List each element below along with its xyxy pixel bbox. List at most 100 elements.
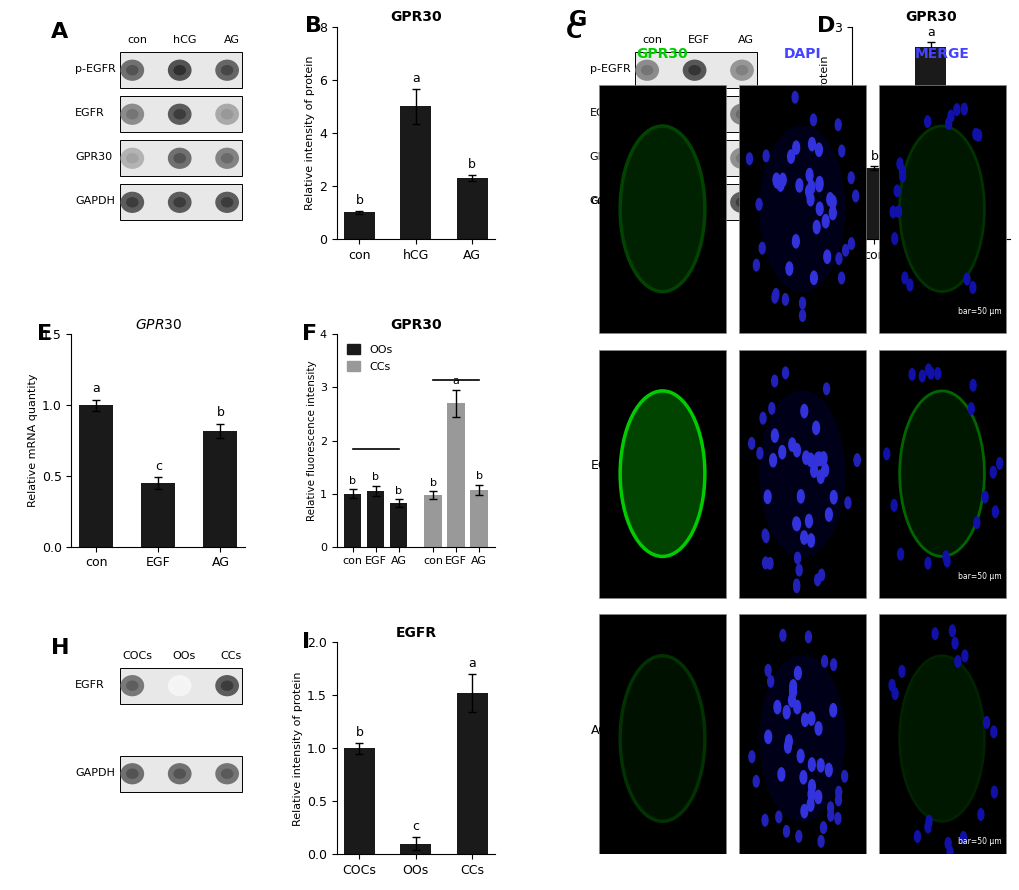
Ellipse shape bbox=[221, 154, 232, 163]
Ellipse shape bbox=[126, 66, 138, 75]
Circle shape bbox=[852, 190, 858, 202]
Circle shape bbox=[764, 665, 770, 676]
Bar bbox=[858, 168, 889, 239]
Circle shape bbox=[981, 491, 987, 503]
Ellipse shape bbox=[168, 61, 191, 80]
Circle shape bbox=[808, 780, 814, 793]
Circle shape bbox=[836, 253, 841, 264]
Bar bbox=[447, 403, 465, 546]
Circle shape bbox=[828, 195, 836, 208]
Circle shape bbox=[989, 726, 996, 738]
Circle shape bbox=[889, 679, 894, 691]
Circle shape bbox=[748, 751, 754, 763]
Bar bbox=[343, 213, 375, 239]
Circle shape bbox=[788, 693, 795, 707]
Circle shape bbox=[752, 775, 758, 787]
Text: bar=50 μm: bar=50 μm bbox=[957, 307, 1001, 316]
Ellipse shape bbox=[688, 154, 699, 163]
Circle shape bbox=[810, 464, 816, 477]
Text: a: a bbox=[468, 657, 476, 670]
Circle shape bbox=[918, 370, 924, 382]
Ellipse shape bbox=[688, 198, 699, 206]
Bar bbox=[971, 150, 1002, 239]
Circle shape bbox=[808, 758, 814, 771]
Circle shape bbox=[899, 166, 905, 177]
Circle shape bbox=[821, 464, 827, 477]
Circle shape bbox=[838, 145, 844, 157]
Circle shape bbox=[762, 557, 767, 569]
Text: b: b bbox=[468, 158, 476, 171]
Circle shape bbox=[908, 368, 914, 380]
Circle shape bbox=[787, 150, 794, 163]
Text: AG: AG bbox=[590, 724, 608, 737]
Circle shape bbox=[914, 830, 919, 842]
Circle shape bbox=[799, 771, 806, 784]
Ellipse shape bbox=[216, 61, 238, 80]
Circle shape bbox=[767, 676, 772, 687]
FancyBboxPatch shape bbox=[598, 614, 726, 862]
Circle shape bbox=[933, 368, 940, 379]
Circle shape bbox=[758, 242, 764, 254]
Circle shape bbox=[763, 490, 770, 504]
Circle shape bbox=[794, 667, 801, 680]
Circle shape bbox=[982, 716, 988, 728]
Circle shape bbox=[945, 837, 950, 849]
Bar bbox=[457, 178, 487, 239]
FancyBboxPatch shape bbox=[120, 668, 242, 704]
Text: b: b bbox=[356, 194, 363, 207]
Circle shape bbox=[805, 514, 811, 528]
Ellipse shape bbox=[126, 769, 138, 778]
Text: GAPDH: GAPDH bbox=[74, 197, 115, 206]
Ellipse shape bbox=[221, 66, 232, 75]
Circle shape bbox=[821, 214, 828, 228]
Circle shape bbox=[835, 787, 841, 798]
Ellipse shape bbox=[736, 109, 747, 118]
Circle shape bbox=[969, 379, 975, 391]
Text: CCs: CCs bbox=[221, 651, 242, 660]
Circle shape bbox=[793, 517, 800, 530]
Bar bbox=[470, 490, 487, 546]
Circle shape bbox=[954, 656, 960, 668]
Circle shape bbox=[899, 170, 905, 182]
Title: GPR30: GPR30 bbox=[389, 10, 441, 24]
Circle shape bbox=[764, 730, 770, 743]
Circle shape bbox=[748, 438, 754, 449]
Circle shape bbox=[807, 712, 814, 725]
Circle shape bbox=[838, 272, 844, 284]
Bar bbox=[914, 46, 946, 239]
Circle shape bbox=[788, 438, 795, 451]
Text: I: I bbox=[302, 632, 310, 651]
Bar bbox=[367, 491, 384, 546]
Circle shape bbox=[792, 235, 799, 248]
Circle shape bbox=[848, 172, 853, 183]
Text: bar=50 μm: bar=50 μm bbox=[957, 572, 1001, 581]
Circle shape bbox=[901, 272, 907, 284]
Circle shape bbox=[944, 555, 949, 567]
Circle shape bbox=[756, 448, 762, 459]
Bar bbox=[457, 693, 487, 854]
FancyBboxPatch shape bbox=[738, 85, 865, 333]
Ellipse shape bbox=[216, 676, 238, 696]
Ellipse shape bbox=[683, 104, 705, 125]
FancyBboxPatch shape bbox=[635, 184, 756, 221]
Text: EGFR: EGFR bbox=[589, 109, 619, 118]
Circle shape bbox=[945, 117, 951, 129]
Title: EGFR: EGFR bbox=[395, 626, 436, 640]
Circle shape bbox=[892, 688, 897, 700]
Circle shape bbox=[783, 826, 789, 837]
Circle shape bbox=[898, 666, 904, 677]
Circle shape bbox=[782, 294, 788, 305]
Circle shape bbox=[815, 202, 822, 215]
Circle shape bbox=[890, 206, 896, 218]
Bar bbox=[389, 503, 407, 546]
Ellipse shape bbox=[641, 109, 652, 118]
Ellipse shape bbox=[736, 198, 747, 206]
Circle shape bbox=[792, 92, 797, 103]
Circle shape bbox=[801, 713, 808, 726]
Circle shape bbox=[899, 391, 983, 556]
Y-axis label: Relative intensity of protein: Relative intensity of protein bbox=[292, 671, 303, 826]
Text: DAPI: DAPI bbox=[783, 47, 820, 61]
Text: C: C bbox=[565, 22, 581, 43]
Ellipse shape bbox=[216, 192, 238, 212]
Circle shape bbox=[772, 174, 780, 186]
